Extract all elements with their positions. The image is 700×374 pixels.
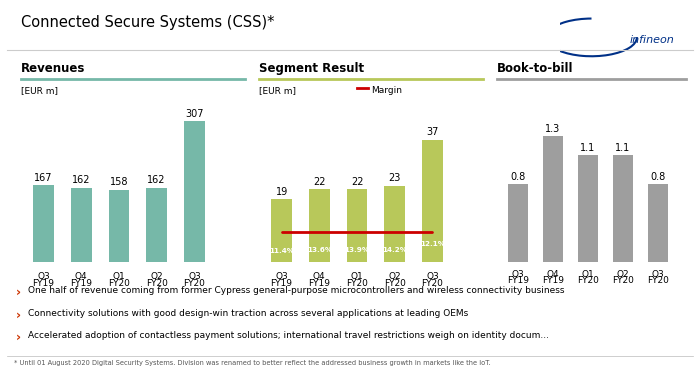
Text: FY20: FY20 (183, 279, 205, 288)
Text: 12.1%: 12.1% (420, 241, 445, 247)
Text: FY20: FY20 (612, 276, 634, 285)
Text: Q4: Q4 (313, 272, 326, 280)
Text: Q1: Q1 (113, 272, 125, 281)
Text: FY20: FY20 (384, 279, 405, 288)
Text: Book-to-bill: Book-to-bill (497, 62, 573, 75)
Text: 14.2%: 14.2% (382, 247, 407, 253)
Bar (648, 184, 668, 262)
Text: Revenues: Revenues (21, 62, 85, 75)
Text: ›: › (15, 286, 20, 299)
Bar (108, 190, 130, 262)
Bar (309, 189, 330, 262)
Text: 158: 158 (110, 177, 128, 187)
Text: FY19: FY19 (507, 276, 529, 285)
Text: FY20: FY20 (577, 276, 599, 285)
Text: FY19: FY19 (70, 279, 92, 288)
Text: Q1: Q1 (351, 272, 363, 280)
Text: 162: 162 (72, 175, 90, 186)
Text: [EUR m]: [EUR m] (259, 86, 296, 95)
Text: Q1: Q1 (582, 270, 594, 279)
Text: 37: 37 (426, 128, 439, 137)
Text: 1.1: 1.1 (615, 143, 631, 153)
Bar (384, 186, 405, 262)
Text: 0.8: 0.8 (650, 172, 666, 182)
Bar (543, 136, 563, 262)
Text: Q2: Q2 (150, 272, 163, 281)
Bar (34, 186, 54, 262)
Text: 167: 167 (34, 173, 53, 183)
Text: 1.1: 1.1 (580, 143, 596, 153)
Text: Segment Result: Segment Result (259, 62, 364, 75)
Text: ›: › (15, 331, 20, 344)
Text: 162: 162 (148, 175, 166, 186)
Text: FY19: FY19 (33, 279, 55, 288)
Text: Q3: Q3 (512, 270, 524, 279)
Text: 23: 23 (389, 174, 401, 184)
Text: Connectivity solutions with good design-win traction across several applications: Connectivity solutions with good design-… (28, 309, 468, 318)
Bar (146, 188, 167, 262)
Text: Q3: Q3 (652, 270, 664, 279)
Text: 22: 22 (313, 177, 326, 187)
Text: Q2: Q2 (617, 270, 629, 279)
Text: Q4: Q4 (75, 272, 88, 281)
Text: Q3: Q3 (426, 272, 439, 280)
Text: 11.4%: 11.4% (269, 248, 294, 254)
Circle shape (544, 18, 639, 57)
Text: 13.9%: 13.9% (344, 247, 370, 253)
Text: FY19: FY19 (308, 279, 330, 288)
Text: [EUR m]: [EUR m] (21, 86, 58, 95)
Text: Q3: Q3 (188, 272, 201, 281)
Text: FY19: FY19 (542, 276, 564, 285)
Text: 13.6%: 13.6% (307, 247, 332, 253)
Text: ›: › (15, 309, 20, 322)
Text: * Until 01 August 2020 Digital Security Systems. Division was renamed to better : * Until 01 August 2020 Digital Security … (14, 360, 491, 366)
Text: FY20: FY20 (647, 276, 669, 285)
Text: Margin: Margin (371, 86, 402, 95)
Text: Q2: Q2 (389, 272, 401, 280)
Bar (272, 199, 292, 262)
Text: FY20: FY20 (346, 279, 368, 288)
Text: One half of revenue coming from former Cypress general-purpose microcontrollers : One half of revenue coming from former C… (28, 286, 564, 295)
Text: 19: 19 (276, 187, 288, 197)
Text: Connected Secure Systems (CSS)*: Connected Secure Systems (CSS)* (21, 15, 274, 30)
Text: infineon: infineon (629, 35, 674, 45)
Text: 1.3: 1.3 (545, 123, 561, 134)
Text: Q4: Q4 (547, 270, 559, 279)
Text: FY19: FY19 (271, 279, 293, 288)
Text: 22: 22 (351, 177, 363, 187)
Bar (346, 189, 368, 262)
Text: Q3: Q3 (37, 272, 50, 281)
Text: FY20: FY20 (146, 279, 167, 288)
Bar (613, 155, 633, 262)
Bar (422, 140, 443, 262)
Text: 307: 307 (185, 109, 204, 119)
Bar (578, 155, 598, 262)
Text: FY20: FY20 (108, 279, 130, 288)
Text: 0.8: 0.8 (510, 172, 526, 182)
Bar (508, 184, 528, 262)
Text: Q3: Q3 (275, 272, 288, 280)
Bar (184, 122, 205, 262)
Text: Accelerated adoption of contactless payment solutions; international travel rest: Accelerated adoption of contactless paym… (28, 331, 549, 340)
Text: FY20: FY20 (421, 279, 443, 288)
Bar (71, 188, 92, 262)
